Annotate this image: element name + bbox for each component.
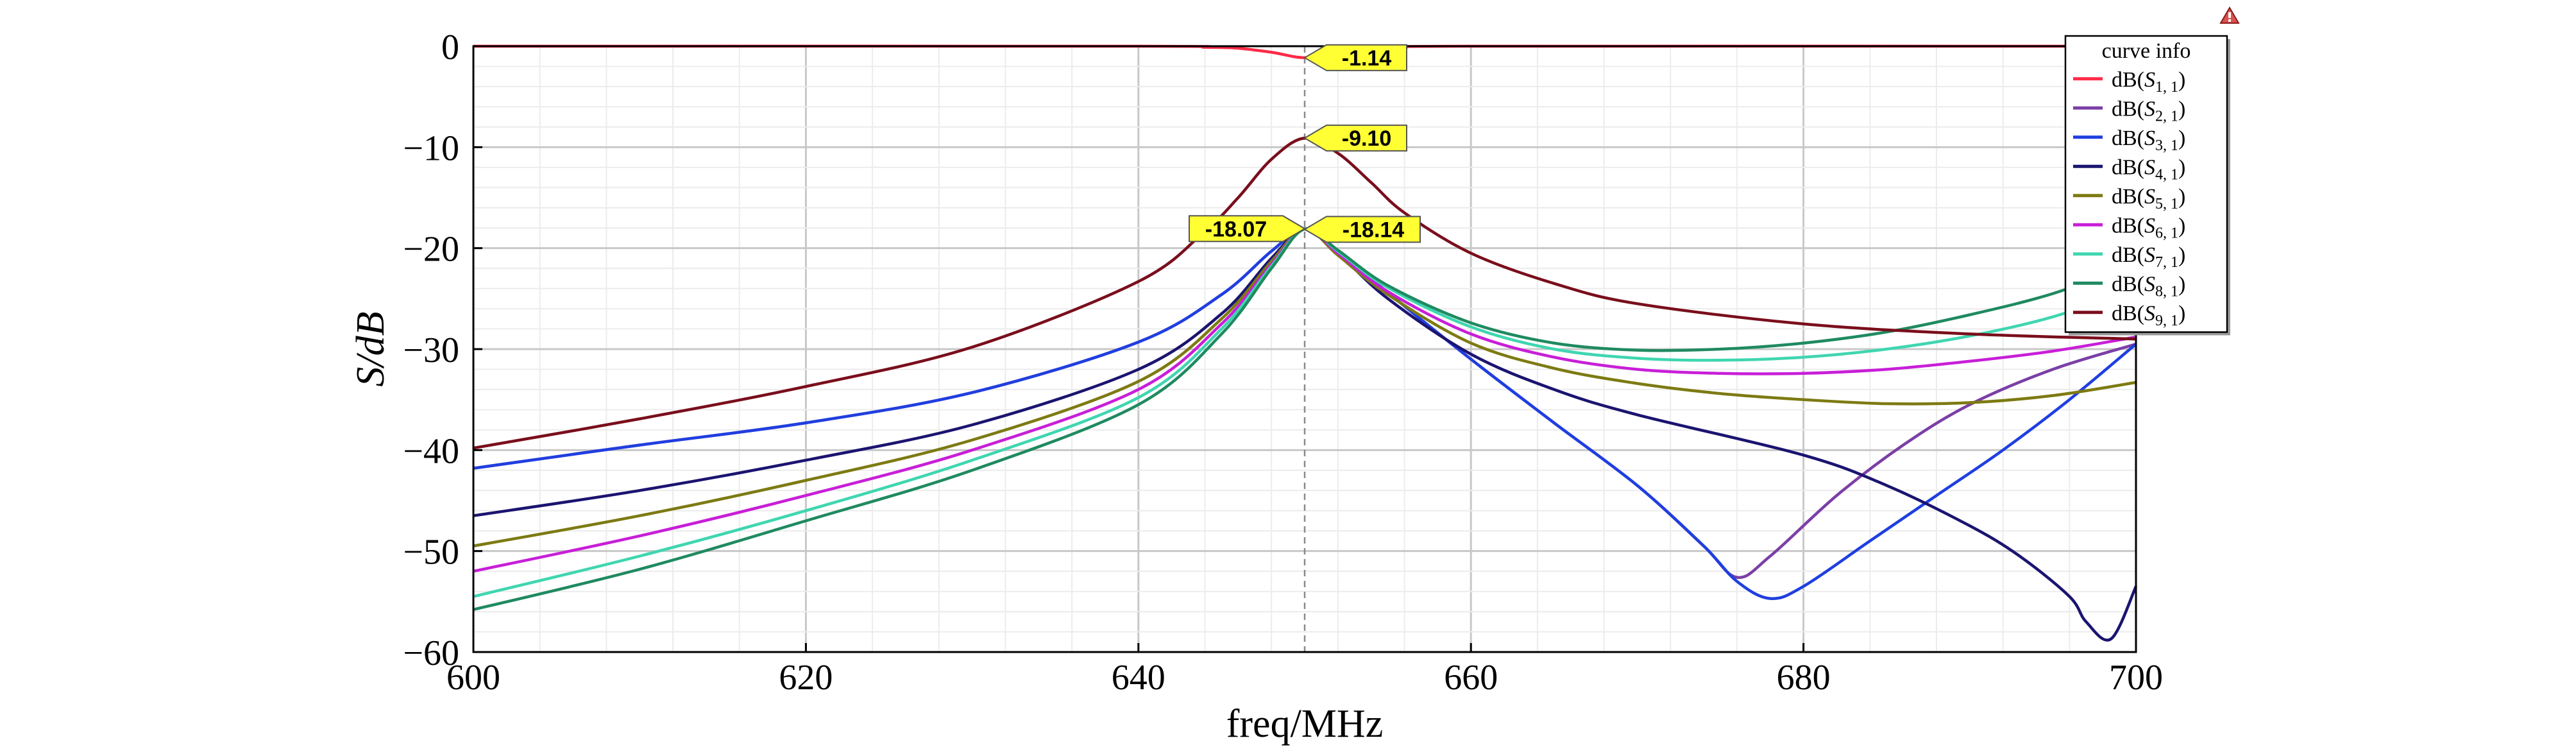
y-axis-ticks: 0 −10 −20 −30 −40 −50 −60 (403, 28, 482, 673)
legend-item[interactable]: dB(S9, 1) (2073, 302, 2185, 329)
legend-label: dB(S1, 1) (2112, 68, 2185, 96)
y-tick-label: −40 (403, 431, 459, 471)
x-axis-label: freq/MHz (1226, 702, 1383, 746)
markers: -1.14 -9.10 -18.14 -18.07 (1189, 44, 1421, 243)
legend-label: dB(S6, 1) (2112, 214, 2185, 241)
svg-text:-18.07: -18.07 (1205, 217, 1267, 241)
marker-label[interactable]: -18.07 (1189, 215, 1306, 243)
marker-label[interactable]: -1.14 (1303, 44, 1407, 71)
warning-triangle-icon[interactable] (2219, 6, 2240, 24)
legend-label: dB(S3, 1) (2112, 126, 2185, 154)
legend-label: dB(S5, 1) (2112, 185, 2185, 212)
legend-item[interactable]: dB(S5, 1) (2073, 185, 2185, 212)
y-tick-label: −50 (403, 533, 459, 572)
legend-label: dB(S8, 1) (2112, 272, 2185, 300)
x-axis-ticks: 600 620 640 660 680 700 (446, 643, 2163, 698)
marker-label[interactable]: -18.14 (1303, 216, 1421, 243)
legend-item[interactable]: dB(S3, 1) (2073, 126, 2185, 154)
svg-text:-1.14: -1.14 (1342, 46, 1392, 71)
legend-item[interactable]: dB(S8, 1) (2073, 272, 2185, 300)
y-tick-label: −10 (403, 128, 459, 168)
x-tick-label: 620 (779, 658, 833, 698)
series-line-6 (473, 227, 2137, 573)
legend-item[interactable]: dB(S7, 1) (2073, 243, 2185, 271)
series-line-8 (473, 227, 2137, 612)
x-tick-label: 600 (446, 658, 500, 698)
y-tick-label: −60 (403, 633, 459, 673)
legend-item[interactable]: dB(S6, 1) (2073, 214, 2185, 241)
legend-item[interactable]: dB(S1, 1) (2073, 68, 2185, 96)
legend-label: dB(S7, 1) (2112, 243, 2185, 271)
legend-item[interactable]: dB(S2, 1) (2073, 97, 2185, 125)
y-tick-label: −30 (403, 331, 459, 370)
legend-label: dB(S4, 1) (2112, 155, 2185, 183)
x-tick-label: 640 (1112, 658, 1165, 698)
svg-text:-18.14: -18.14 (1343, 218, 1404, 242)
y-tick-label: 0 (441, 28, 459, 67)
legend-item[interactable]: dB(S4, 1) (2073, 155, 2185, 183)
y-tick-label: −20 (403, 230, 459, 270)
x-tick-label: 700 (2109, 658, 2163, 698)
y-axis-label: S/dB (349, 311, 393, 386)
series-line-5 (473, 227, 2137, 548)
svg-text:-9.10: -9.10 (1342, 126, 1392, 151)
curves (473, 44, 2138, 642)
x-tick-label: 680 (1777, 658, 1831, 698)
x-tick-label: 660 (1444, 658, 1498, 698)
legend-label: dB(S2, 1) (2112, 97, 2185, 125)
legend-label: dB(S9, 1) (2112, 302, 2185, 329)
marker-label[interactable]: -9.10 (1303, 125, 1407, 152)
legend-title: curve info (2102, 39, 2191, 63)
series-line-4 (473, 227, 2138, 642)
